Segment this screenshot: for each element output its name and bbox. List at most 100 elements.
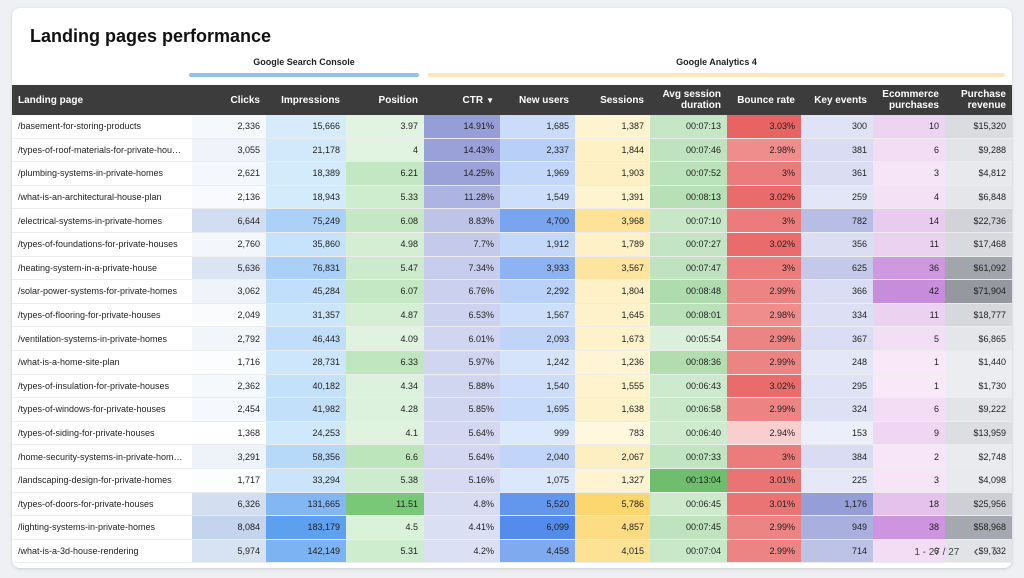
- metric-cell-avg-session-duration: 00:06:58: [650, 397, 727, 422]
- metric-cell-ecommerce-purchases: 6: [873, 397, 945, 422]
- metric-cell-purchase-revenue: $22,736: [945, 208, 1012, 233]
- metric-cell-position: 4: [346, 138, 424, 163]
- column-header-label: CTR: [462, 94, 484, 106]
- metric-cell-position: 5.31: [346, 539, 424, 564]
- landing-page-cell: /lighting-systems-in-private-homes: [12, 515, 192, 540]
- table-row[interactable]: /landscaping-design-for-private-homes 1,7…: [12, 468, 1012, 493]
- metric-cell-ecommerce-purchases: 3: [873, 161, 945, 186]
- metric-cell-ctr: 7.34%: [424, 256, 500, 281]
- metric-cell-sessions: 1,555: [575, 374, 650, 399]
- column-header-avg-session-duration[interactable]: Avg session duration: [650, 85, 727, 115]
- table-row[interactable]: /lighting-systems-in-private-homes 8,084 1…: [12, 515, 1012, 540]
- metric-cell-avg-session-duration: 00:08:36: [650, 350, 727, 375]
- column-header-ctr[interactable]: CTR ▼: [424, 85, 500, 115]
- landing-page-cell: /types-of-windows-for-private-houses: [12, 397, 192, 422]
- metric-cell-sessions: 4,857: [575, 515, 650, 540]
- metric-cell-sessions: 1,804: [575, 279, 650, 304]
- ga4-group-header: Google Analytics 4: [428, 57, 1005, 77]
- metric-cell-clicks: 3,291: [192, 444, 266, 469]
- table-row[interactable]: /solar-power-systems-for-private-homes 3,…: [12, 279, 1012, 304]
- metric-cell-bounce-rate: 3%: [727, 444, 801, 469]
- metric-cell-avg-session-duration: 00:07:33: [650, 444, 727, 469]
- column-header-ecommerce-purchases[interactable]: Ecommerce purchases: [873, 85, 945, 115]
- table-row[interactable]: /what-is-a-home-site-plan 1,716 28,731 6.33…: [12, 350, 1012, 375]
- table-row[interactable]: /heating-system-in-a-private-house 5,636 7…: [12, 256, 1012, 281]
- prev-page-icon[interactable]: ‹: [973, 543, 979, 560]
- table-row[interactable]: /home-security-systems-in-private-hom… 3,…: [12, 444, 1012, 469]
- metric-cell-ctr: 6.01%: [424, 326, 500, 351]
- table-row[interactable]: /types-of-insulation-for-private-houses 2…: [12, 374, 1012, 399]
- metric-cell-clicks: 1,716: [192, 350, 266, 375]
- column-header-clicks[interactable]: Clicks: [192, 85, 266, 115]
- metric-cell-purchase-revenue: $17,468: [945, 232, 1012, 257]
- column-header-label: Key events: [814, 94, 867, 106]
- metric-cell-clicks: 2,792: [192, 326, 266, 351]
- metric-cell-avg-session-duration: 00:07:47: [650, 256, 727, 281]
- metric-cell-new-users: 2,292: [500, 279, 575, 304]
- column-header-bounce-rate[interactable]: Bounce rate: [727, 85, 801, 115]
- table-row[interactable]: /what-is-an-architectural-house-plan 2,13…: [12, 185, 1012, 210]
- metric-cell-impressions: 35,860: [266, 232, 346, 257]
- column-header-label: Ecommerce purchases: [882, 89, 939, 111]
- column-header-landing-page[interactable]: Landing page: [12, 85, 192, 115]
- column-header-impressions[interactable]: Impressions: [266, 85, 346, 115]
- table-row[interactable]: /types-of-flooring-for-private-houses 2,0…: [12, 303, 1012, 328]
- metric-cell-clicks: 5,974: [192, 539, 266, 564]
- metric-cell-sessions: 1,645: [575, 303, 650, 328]
- metric-cell-bounce-rate: 2.99%: [727, 515, 801, 540]
- metric-cell-ctr: 11.28%: [424, 185, 500, 210]
- metric-cell-sessions: 3,567: [575, 256, 650, 281]
- metric-cell-impressions: 45,284: [266, 279, 346, 304]
- next-page-icon[interactable]: ›: [992, 543, 998, 560]
- table-row[interactable]: /types-of-roof-materials-for-private-hou…: [12, 138, 1012, 163]
- metric-cell-ctr: 5.64%: [424, 444, 500, 469]
- table-row[interactable]: /types-of-foundations-for-private-houses…: [12, 232, 1012, 257]
- metric-cell-avg-session-duration: 00:07:45: [650, 515, 727, 540]
- metric-cell-impressions: 18,943: [266, 185, 346, 210]
- metric-cell-position: 6.21: [346, 161, 424, 186]
- metric-cell-purchase-revenue: $61,092: [945, 256, 1012, 281]
- metric-cell-impressions: 15,666: [266, 115, 346, 139]
- table-row[interactable]: /types-of-siding-for-private-houses 1,368…: [12, 421, 1012, 446]
- column-header-label: Clicks: [230, 94, 260, 106]
- metric-cell-key-events: 367: [801, 326, 873, 351]
- column-header-purchase-revenue[interactable]: Purchase revenue: [945, 85, 1012, 115]
- column-header-key-events[interactable]: Key events: [801, 85, 873, 115]
- metric-cell-purchase-revenue: $1,730: [945, 374, 1012, 399]
- metric-cell-key-events: 949: [801, 515, 873, 540]
- metric-cell-key-events: 782: [801, 208, 873, 233]
- metric-cell-purchase-revenue: $2,748: [945, 444, 1012, 469]
- metric-cell-ctr: 4.2%: [424, 539, 500, 564]
- metric-cell-clicks: 8,084: [192, 515, 266, 540]
- metric-cell-bounce-rate: 3.02%: [727, 185, 801, 210]
- table-row[interactable]: /types-of-doors-for-private-houses 6,326 1…: [12, 492, 1012, 517]
- metric-cell-new-users: 1,685: [500, 115, 575, 139]
- table-row[interactable]: /plumbing-systems-in-private-homes 2,621 1…: [12, 161, 1012, 186]
- landing-page-cell: /heating-system-in-a-private-house: [12, 256, 192, 281]
- column-header-position[interactable]: Position: [346, 85, 424, 115]
- metric-cell-position: 4.1: [346, 421, 424, 446]
- metric-cell-clicks: 6,644: [192, 208, 266, 233]
- metric-cell-ctr: 6.53%: [424, 303, 500, 328]
- metric-cell-impressions: 58,356: [266, 444, 346, 469]
- metric-cell-key-events: 714: [801, 539, 873, 564]
- landing-page-cell: /types-of-doors-for-private-houses: [12, 492, 192, 517]
- column-header-sessions[interactable]: Sessions: [575, 85, 650, 115]
- table-row[interactable]: /ventilation-systems-in-private-homes 2,7…: [12, 326, 1012, 351]
- table-row[interactable]: /types-of-windows-for-private-houses 2,45…: [12, 397, 1012, 422]
- table-row[interactable]: /electrical-systems-in-private-homes 6,64…: [12, 208, 1012, 233]
- metric-cell-position: 4.87: [346, 303, 424, 328]
- ga4-group-bar: [428, 73, 1005, 77]
- metric-cell-avg-session-duration: 00:05:54: [650, 326, 727, 351]
- column-header-label: Position: [378, 94, 418, 106]
- metric-cell-sessions: 1,327: [575, 468, 650, 493]
- table-row[interactable]: /basement-for-storing-products 2,336 15,66…: [12, 115, 1012, 139]
- metric-cell-new-users: 6,099: [500, 515, 575, 540]
- metric-cell-ctr: 5.88%: [424, 374, 500, 399]
- table-row[interactable]: /what-is-a-3d-house-rendering 5,974 142,14…: [12, 539, 1012, 564]
- metric-cell-key-events: 366: [801, 279, 873, 304]
- metric-cell-purchase-revenue: $13,959: [945, 421, 1012, 446]
- metric-cell-sessions: 5,786: [575, 492, 650, 517]
- metric-cell-ecommerce-purchases: 42: [873, 279, 945, 304]
- column-header-new-users[interactable]: New users: [500, 85, 575, 115]
